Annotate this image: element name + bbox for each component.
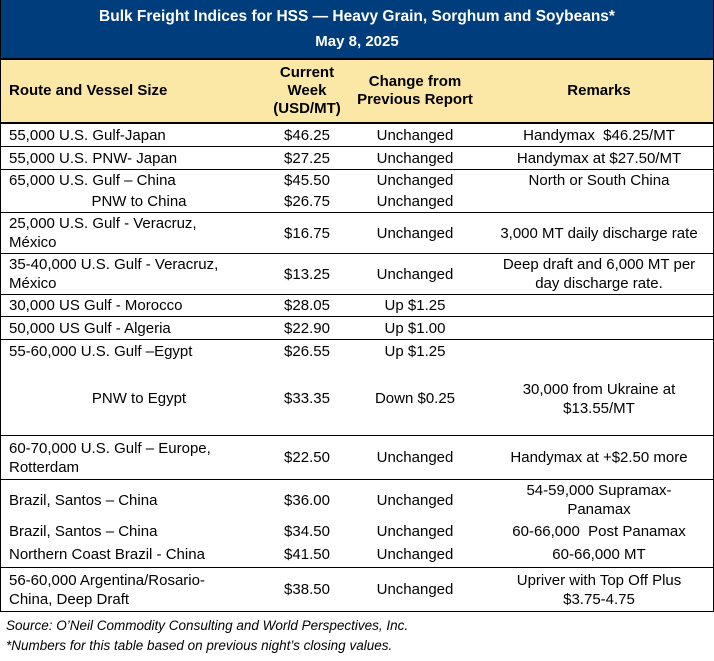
route-cell: 50,000 US Gulf - Algeria	[9, 319, 171, 337]
route-cell: 60-70,000 U.S. Gulf – Europe, Rotterdam	[9, 439, 211, 476]
table-row-group: 30,000 US Gulf - Morocco $28.05 Up $1.25	[1, 295, 713, 317]
price-cell: $26.75	[284, 193, 330, 210]
price-cell: $22.90	[284, 319, 330, 337]
price-cell: $46.25	[284, 126, 330, 144]
remark-cell: 30,000 from Ukraine at $13.55/MT	[522, 380, 676, 417]
price-cell: $41.50	[284, 546, 330, 563]
table-row-group: 65,000 U.S. Gulf – China $45.50 Unchanged N…	[1, 170, 713, 213]
table-row: 35-40,000 U.S. Gulf - Veracruz, México $1…	[1, 254, 713, 294]
column-header-current-week: Current Week (USD/MT)	[273, 64, 341, 117]
change-cell: Unchanged	[376, 126, 454, 144]
table-row: 60-70,000 U.S. Gulf – Europe, Rotterdam $…	[1, 436, 713, 479]
footnotes: Source: O’Neil Commodity Consulting and …	[0, 612, 714, 661]
table-row-group: Brazil, Santos – China $36.00 Unchanged 54-…	[1, 480, 713, 568]
change-cell: Up $1.00	[384, 319, 446, 337]
route-cell: 55,000 U.S. Gulf-Japan	[9, 126, 166, 144]
remark-cell	[485, 327, 713, 329]
change-cell: Unchanged	[376, 491, 454, 509]
remark-cell: 3,000 MT daily discharge rate	[500, 224, 698, 242]
table-date: May 8, 2025	[315, 33, 399, 51]
remark-cell: Handymax at +$2.50 more	[510, 449, 688, 466]
remark-cell: 60-66,000 Post Panamax	[512, 522, 686, 540]
table-row: 55,000 U.S. PNW- Japan $27.25 Unchanged Han…	[1, 147, 713, 169]
remark-cell: Deep draft and 6,000 MT per day discharg…	[502, 256, 696, 292]
table-row: Brazil, Santos – China $36.00 Unchanged 54-…	[1, 480, 713, 520]
table-row: 50,000 US Gulf - Algeria $22.90 Up $1.00	[1, 317, 713, 339]
remark-cell: 54-59,000 Supramax- Panamax	[526, 482, 672, 518]
column-header-change: Change from Previous Report	[357, 73, 473, 108]
route-cell: PNW to Egypt	[91, 390, 187, 407]
change-cell: Unchanged	[376, 193, 454, 210]
route-cell: Northern Coast Brazil - China	[9, 546, 205, 563]
remark-cell: 60-66,000 MT	[552, 546, 646, 563]
change-cell: Unchanged	[376, 265, 454, 283]
route-cell: Brazil, Santos – China	[9, 522, 158, 540]
change-cell: Unchanged	[376, 522, 454, 540]
table-row-group: 56-60,000 Argentina/Rosario- China, Deep…	[1, 568, 713, 612]
remark-cell	[485, 305, 713, 307]
route-cell: 25,000 U.S. Gulf - Veracruz, México	[9, 215, 197, 251]
table-row: 56-60,000 Argentina/Rosario- China, Deep…	[1, 568, 713, 611]
remark-cell: Handymax $46.25/MT	[523, 126, 675, 144]
route-cell: 55-60,000 U.S. Gulf –Egypt	[9, 342, 193, 360]
table-row-group: 25,000 U.S. Gulf - Veracruz, México $16.7…	[1, 213, 713, 254]
table-row: 55-60,000 U.S. Gulf –Egypt $26.55 Up $1.25	[1, 340, 713, 362]
column-header-remarks: Remarks	[567, 82, 631, 99]
table-row: 55,000 U.S. Gulf-Japan $46.25 Unchanged Han…	[1, 124, 713, 146]
change-cell: Up $1.25	[384, 342, 446, 360]
table-row-group: 55-60,000 U.S. Gulf –Egypt $26.55 Up $1.25…	[1, 340, 713, 436]
route-cell: 55,000 U.S. PNW- Japan	[9, 149, 178, 167]
table-title-band: Bulk Freight Indices for HSS — Heavy Gra…	[1, 0, 713, 60]
source-note: Source: O’Neil Commodity Consulting and …	[6, 618, 409, 633]
price-cell: $36.00	[284, 491, 330, 509]
table-row: 25,000 U.S. Gulf - Veracruz, México $16.7…	[1, 213, 713, 253]
remark-cell: North or South China	[528, 172, 670, 189]
change-cell: Unchanged	[376, 546, 454, 563]
remark-cell	[485, 201, 713, 203]
price-cell: $13.25	[284, 265, 330, 283]
table-row-group: 55,000 U.S. Gulf-Japan $46.25 Unchanged Han…	[1, 124, 713, 147]
price-cell: $45.50	[284, 172, 330, 189]
table-row-group: 60-70,000 U.S. Gulf – Europe, Rotterdam $…	[1, 436, 713, 480]
change-cell: Up $1.25	[384, 297, 446, 314]
table-row: 30,000 US Gulf - Morocco $28.05 Up $1.25	[1, 295, 713, 316]
route-cell: 65,000 U.S. Gulf – China	[9, 172, 176, 189]
route-cell: PNW to China	[91, 193, 187, 210]
change-cell: Unchanged	[376, 581, 454, 598]
table-row: Northern Coast Brazil - China $41.50 Uncha…	[1, 542, 713, 567]
table-row-group: 55,000 U.S. PNW- Japan $27.25 Unchanged Han…	[1, 147, 713, 170]
price-cell: $28.05	[284, 297, 330, 314]
remark-cell: Upriver with Top Off Plus $3.75-4.75	[516, 571, 682, 608]
price-cell: $38.50	[284, 581, 330, 598]
freight-indices-table: Bulk Freight Indices for HSS — Heavy Gra…	[0, 0, 714, 612]
price-cell: $34.50	[284, 522, 330, 540]
table-row: PNW to Egypt $33.35 Down $0.25 30,000 from …	[1, 362, 713, 435]
column-header-row: Route and Vessel Size Current Week (USD/…	[1, 60, 713, 124]
table-row: Brazil, Santos – China $34.50 Unchanged 60-…	[1, 520, 713, 542]
price-cell: $16.75	[284, 224, 330, 242]
remark-cell: Handymax at $27.50/MT	[516, 149, 682, 167]
change-cell: Unchanged	[376, 172, 454, 189]
table-title: Bulk Freight Indices for HSS — Heavy Gra…	[99, 7, 615, 25]
price-cell: $22.50	[284, 449, 330, 466]
remark-cell	[485, 350, 713, 352]
change-cell: Unchanged	[376, 149, 454, 167]
route-cell: Brazil, Santos – China	[9, 491, 158, 509]
table-row-group: 35-40,000 U.S. Gulf - Veracruz, México $1…	[1, 254, 713, 295]
price-cell: $27.25	[284, 149, 330, 167]
route-cell: 30,000 US Gulf - Morocco	[9, 297, 183, 314]
change-cell: Unchanged	[376, 224, 454, 242]
table-row: PNW to China $26.75 Unchanged	[1, 191, 713, 212]
change-cell: Unchanged	[376, 449, 454, 466]
price-cell: $33.35	[284, 390, 330, 407]
table-row-group: 50,000 US Gulf - Algeria $22.90 Up $1.00	[1, 317, 713, 340]
table-row: 65,000 U.S. Gulf – China $45.50 Unchanged N…	[1, 170, 713, 191]
column-header-route: Route and Vessel Size	[9, 82, 168, 99]
price-cell: $26.55	[284, 342, 330, 360]
table-body: 55,000 U.S. Gulf-Japan $46.25 Unchanged Han…	[1, 124, 713, 612]
route-cell: 56-60,000 Argentina/Rosario- China, Deep…	[9, 571, 205, 608]
route-cell: 35-40,000 U.S. Gulf - Veracruz, México	[9, 256, 219, 292]
asterisk-note: *Numbers for this table based on previou…	[6, 638, 393, 653]
change-cell: Down $0.25	[374, 390, 456, 407]
